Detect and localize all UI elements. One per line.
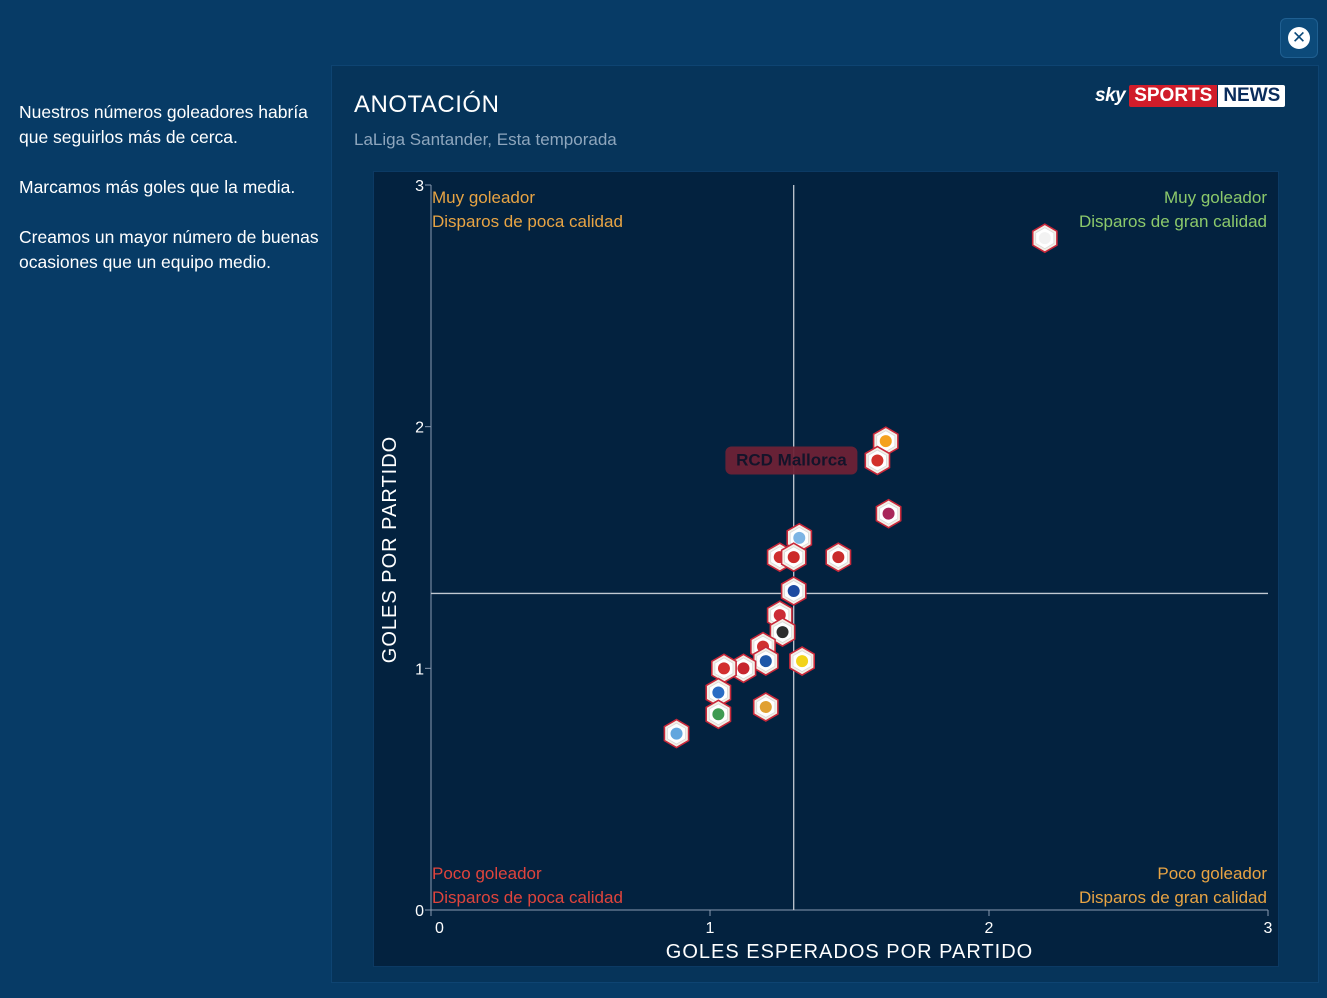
scatter-chart: 0 1 2 3 0 1 2 3 GOLES ESPERADOS POR PARTIDO GOLES… bbox=[379, 178, 1273, 963]
team-badge-icon bbox=[717, 662, 730, 675]
y-tick-label: 3 bbox=[415, 178, 424, 195]
quadrant-bottom-left-line1: Poco goleador bbox=[432, 864, 542, 883]
y-tick-label: 2 bbox=[415, 420, 424, 437]
team-badge-icon bbox=[712, 686, 725, 699]
team-badge-icon bbox=[712, 708, 725, 721]
x-tick-label: 2 bbox=[985, 920, 994, 937]
y-tick-label: 1 bbox=[415, 661, 424, 678]
close-icon: ✕ bbox=[1288, 27, 1310, 49]
team-badge-icon bbox=[759, 655, 772, 668]
summary-line: Nuestros números goleadores habría que s… bbox=[19, 102, 308, 147]
x-tick-label: 0 bbox=[435, 920, 444, 937]
panel-subtitle: LaLiga Santander, Esta temporada bbox=[354, 130, 617, 149]
panel-title: ANOTACIÓN bbox=[354, 91, 500, 118]
y-tick-label: 0 bbox=[415, 903, 424, 920]
team-badge-icon bbox=[776, 626, 789, 639]
logo-news: NEWS bbox=[1218, 85, 1286, 107]
quadrant-top-left-line2: Disparos de poca calidad bbox=[432, 212, 623, 231]
x-tick-label: 1 bbox=[706, 920, 715, 937]
y-axis-title: GOLES POR PARTIDO bbox=[379, 436, 401, 663]
team-badge-icon bbox=[1038, 232, 1051, 245]
team-badge-icon bbox=[879, 435, 892, 448]
quadrant-top-right-line2: Disparos de gran calidad bbox=[1079, 212, 1267, 231]
highlight-label: RCD Mallorca bbox=[736, 451, 847, 470]
x-tick-label: 3 bbox=[1264, 920, 1273, 937]
quadrant-top-right-line1: Muy goleador bbox=[1164, 188, 1267, 207]
summary-text: Nuestros números goleadores habría que s… bbox=[19, 100, 324, 300]
team-badge-icon bbox=[787, 551, 800, 564]
team-badge-icon bbox=[759, 701, 772, 713]
quadrant-top-left-line1: Muy goleador bbox=[432, 188, 535, 207]
team-badge-icon bbox=[787, 585, 800, 597]
team-badge-icon bbox=[793, 531, 806, 544]
chart-area: 0 1 2 3 0 1 2 3 GOLES ESPERADOS POR PARTIDO GOLES… bbox=[373, 171, 1279, 967]
summary-line: Marcamos más goles que la media. bbox=[19, 177, 296, 197]
team-badge-icon bbox=[882, 507, 895, 520]
highlight-label-bg bbox=[725, 446, 858, 475]
team-badge-icon bbox=[670, 727, 683, 740]
quadrant-bottom-left-line2: Disparos de poca calidad bbox=[432, 888, 623, 907]
team-badge-icon bbox=[796, 655, 809, 668]
quadrant-bottom-right-line2: Disparos de gran calidad bbox=[1079, 888, 1267, 907]
team-badge-icon bbox=[871, 454, 884, 467]
team-badge-icon bbox=[737, 662, 750, 675]
team-badge-icon bbox=[832, 551, 845, 564]
summary-line: Creamos un mayor número de buenas ocasio… bbox=[19, 227, 319, 272]
quadrant-bottom-right-line1: Poco goleador bbox=[1157, 864, 1267, 883]
close-button[interactable]: ✕ bbox=[1280, 18, 1318, 58]
logo-sky: sky bbox=[1095, 85, 1126, 106]
sky-sports-news-logo: sky SPORTS NEWS bbox=[1095, 84, 1305, 108]
logo-sports: SPORTS bbox=[1129, 85, 1218, 107]
x-axis-title: GOLES ESPERADOS POR PARTIDO bbox=[666, 941, 1033, 963]
